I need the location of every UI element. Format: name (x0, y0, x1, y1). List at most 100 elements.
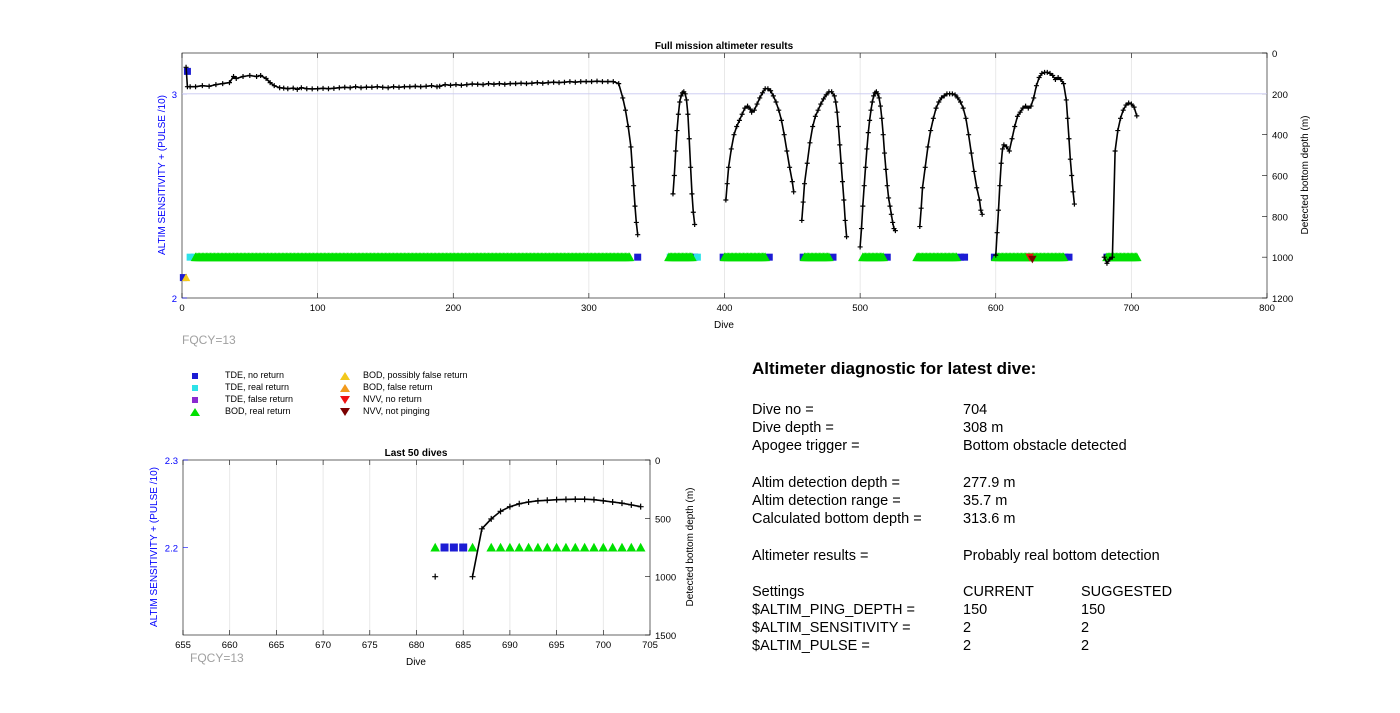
bod-marker (617, 542, 627, 552)
depth-point (844, 234, 850, 240)
depth-point (1123, 102, 1129, 108)
bod-marker (486, 542, 497, 552)
depth-point (469, 81, 475, 87)
diag-row-apogee: Apogee trigger = Bottom obstacle detected (752, 437, 1372, 455)
x-tick-label: 100 (310, 303, 326, 314)
depth-point (502, 81, 508, 87)
x-tick-label: 200 (445, 303, 461, 314)
depth-point (804, 160, 810, 166)
depth-point (734, 124, 740, 129)
depth-point (618, 500, 625, 507)
depth-point (1050, 72, 1056, 78)
depth-point (572, 496, 579, 503)
depth-point (233, 76, 239, 82)
depth-point (637, 503, 644, 510)
depth-point (1118, 115, 1124, 121)
diag-key: Settings (752, 583, 805, 600)
depth-point (342, 84, 348, 90)
depth-point (631, 183, 637, 189)
depth-point (933, 105, 939, 111)
main-fqcy-label: FQCY=13 (182, 333, 236, 347)
depth-point (858, 226, 864, 232)
depth-point (1020, 105, 1026, 111)
depth-point (281, 85, 287, 91)
bod-marker (598, 542, 609, 552)
depth-point (183, 64, 189, 70)
depth-point (561, 79, 567, 85)
depth-point (739, 111, 745, 117)
diag-row-calc-depth: Calculated bottom depth = 313.6 m (752, 510, 1372, 528)
depth-point (635, 232, 641, 238)
depth-point (812, 113, 818, 119)
depth-point (749, 109, 755, 115)
depth-point (685, 111, 691, 117)
depth-point (724, 181, 730, 187)
depth-point (429, 83, 435, 89)
depth-point (952, 92, 958, 98)
depth-point (464, 82, 470, 88)
depth-point (309, 86, 315, 92)
x-tick-label: 675 (362, 640, 378, 651)
x-tick-label: 300 (581, 303, 597, 314)
depth-point (1014, 113, 1020, 119)
depth-point (865, 130, 871, 136)
depth-point (831, 93, 837, 99)
depth-point (823, 92, 829, 98)
depth-point (285, 86, 291, 92)
legend-label: NVV, no return (363, 394, 422, 404)
depth-point (751, 107, 757, 113)
depth-point (1120, 107, 1126, 113)
depth-point (609, 499, 616, 505)
depth-point (867, 117, 873, 123)
depth-point (689, 191, 695, 197)
triangle-down-icon (340, 408, 350, 416)
depth-point (347, 85, 353, 91)
depth-point (589, 79, 595, 85)
main-chart: 0 100 200 300 400 500 600 700 800 2 3 0 200 400 600 800… (157, 41, 1311, 331)
depth-point (1033, 83, 1039, 89)
depth-point (877, 103, 883, 109)
depth-point (759, 90, 765, 96)
depth-point (1065, 115, 1071, 121)
bod-marker (561, 542, 571, 552)
depth-point (784, 148, 790, 154)
diag-key: Altim detection depth = (752, 474, 900, 491)
y-left-tick-label: 3 (172, 90, 177, 101)
depth-point (516, 500, 523, 507)
depth-point (818, 101, 824, 107)
x-tick-label: 685 (455, 640, 471, 651)
diag-row-det-range: Altim detection range = 35.7 m (752, 492, 1372, 510)
main-series (179, 64, 1267, 282)
depth-point (829, 89, 835, 95)
depth-point (374, 84, 380, 90)
depth-point (1115, 128, 1121, 134)
depth-point (997, 183, 1003, 189)
depth-point (553, 496, 560, 503)
depth-point (304, 86, 310, 92)
depth-point (966, 132, 972, 138)
bod-marker (495, 542, 506, 552)
depth-point (674, 128, 680, 134)
depth-point (396, 84, 402, 90)
setting-name: $ALTIM_PING_DEPTH = (752, 602, 915, 619)
setting-suggested: 150 (1081, 602, 1106, 619)
depth-point (723, 197, 729, 203)
depth-point (294, 86, 300, 92)
depth-point (298, 85, 304, 91)
status-marker (956, 253, 964, 261)
depth-point (590, 496, 597, 503)
depth-point (686, 136, 692, 142)
bod-marker (687, 252, 697, 262)
diag-row-results: Altimeter results = Probably real bottom … (752, 547, 1372, 565)
depth-point (193, 84, 199, 90)
depth-point (993, 252, 999, 258)
depth-point (496, 81, 502, 87)
bod-marker (589, 542, 599, 552)
depth-point (799, 217, 805, 223)
depth-point (437, 83, 443, 89)
depth-point (968, 150, 974, 156)
depth-point (995, 207, 1001, 213)
triangle-up-icon (190, 408, 200, 416)
x-tick-label: 0 (179, 303, 184, 314)
depth-point (628, 501, 635, 508)
